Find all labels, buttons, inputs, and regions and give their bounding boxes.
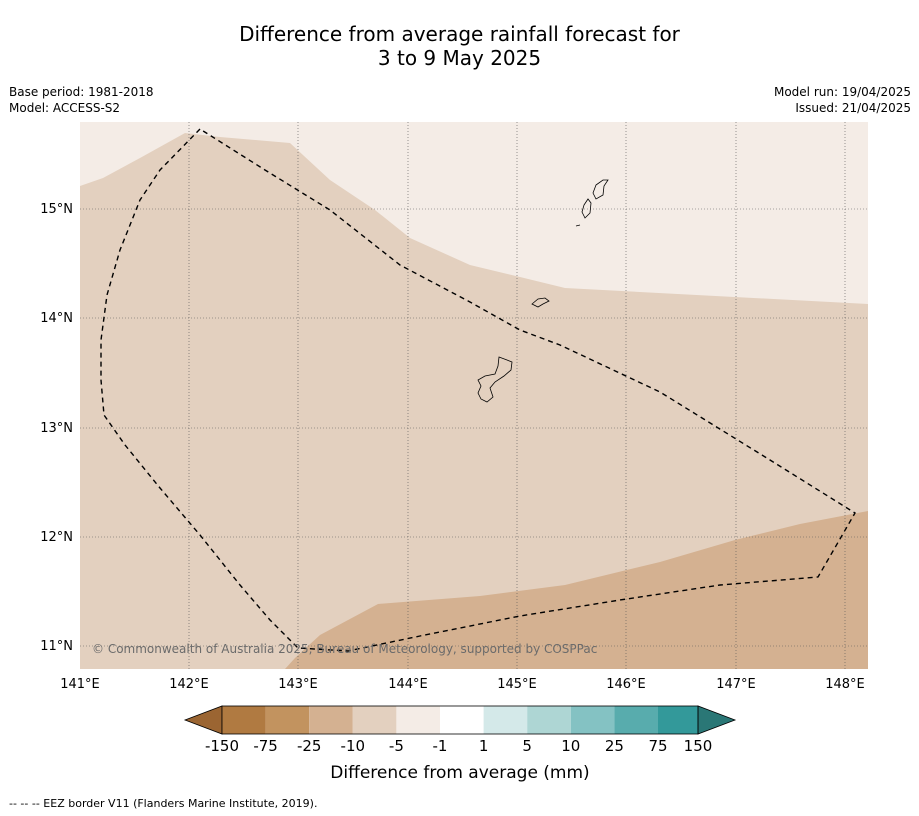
lon-label: 144°E [388,677,428,692]
lon-label: 147°E [716,677,756,692]
colorbar-segment [570,706,615,734]
colorbar-segment [309,706,353,734]
eez-legend-note: -- -- -- EEZ border V11 (Flanders Marine… [9,797,318,810]
saipan-island [592,179,609,200]
colorbar-tick: -75 [253,737,278,755]
rota-island [531,297,550,308]
graticule [80,122,868,669]
colorbar-outline [221,705,699,735]
lat-label: 15°N [40,202,73,217]
eez-border [100,128,856,652]
lon-label: 148°E [825,677,865,692]
colorbar-segment [222,706,266,734]
lat-label: 13°N [40,421,73,436]
colorbar-segment [352,706,397,734]
colorbar-tick: 10 [561,737,580,755]
title-line-2: 3 to 9 May 2025 [377,46,542,70]
longitude-labels: 141°E 142°E 143°E 144°E 145°E 146°E 147°… [60,677,865,692]
issued-date: Issued: 21/04/2025 [795,101,911,115]
model-name: Model: ACCESS-S2 [9,101,121,115]
lat-label: 12°N [40,530,73,545]
rainfall-zone-mid [80,133,868,669]
guam-island [477,356,513,403]
colorbar-tick: -5 [389,737,404,755]
tinian-island [581,198,592,219]
colorbar-segment [396,706,440,734]
map-title: Difference from average rainfall forecas… [0,22,919,70]
colorbar-segment [483,706,528,734]
copyright-notice: © Commonwealth of Australia 2025, Bureau… [92,642,597,656]
colorbar-segment [440,706,484,734]
lon-label: 143°E [278,677,318,692]
colorbar-tick: -25 [297,737,322,755]
map-area [80,122,868,669]
colorbar-tick: -10 [341,737,366,755]
model-run: Model run: 19/04/2025 [773,85,911,99]
lat-label: 11°N [40,639,73,654]
colorbar-tick: 150 [684,737,713,755]
colorbar-segment [265,706,310,734]
colorbar-arrow-low [183,705,223,735]
colorbar-tick: 25 [605,737,624,755]
lon-label: 146°E [606,677,646,692]
colorbar-tick: -1 [433,737,448,755]
aguijan-island [575,224,581,227]
colorbar-title: Difference from average (mm) [330,763,589,783]
colorbar-tick: -150 [205,737,239,755]
latitude-labels: 15°N 14°N 13°N 12°N 11°N [40,202,73,654]
colorbar [183,705,737,735]
colorbar-tick: 5 [522,737,532,755]
colorbar-labels: -150 -75 -25 -10 -5 -1 1 5 10 25 75 150 [205,737,712,755]
meta-right: Model run: 19/04/2025 Issued: 21/04/2025 [774,84,911,116]
colorbar-segment [658,706,698,734]
lat-label: 14°N [40,311,73,326]
colorbar-segment [614,706,658,734]
colorbar-tick: 75 [648,737,667,755]
lon-label: 142°E [169,677,209,692]
title-line-1: Difference from average rainfall forecas… [239,22,680,46]
colorbar-segment [527,706,571,734]
rainfall-zone-dark [285,511,868,669]
meta-left: Base period: 1981-2018 Model: ACCESS-S2 [9,84,154,116]
base-period: Base period: 1981-2018 [9,85,154,99]
colorbar-tick: 1 [479,737,489,755]
lon-label: 145°E [497,677,537,692]
colorbar-arrow-high [697,705,737,735]
lon-label: 141°E [60,677,100,692]
